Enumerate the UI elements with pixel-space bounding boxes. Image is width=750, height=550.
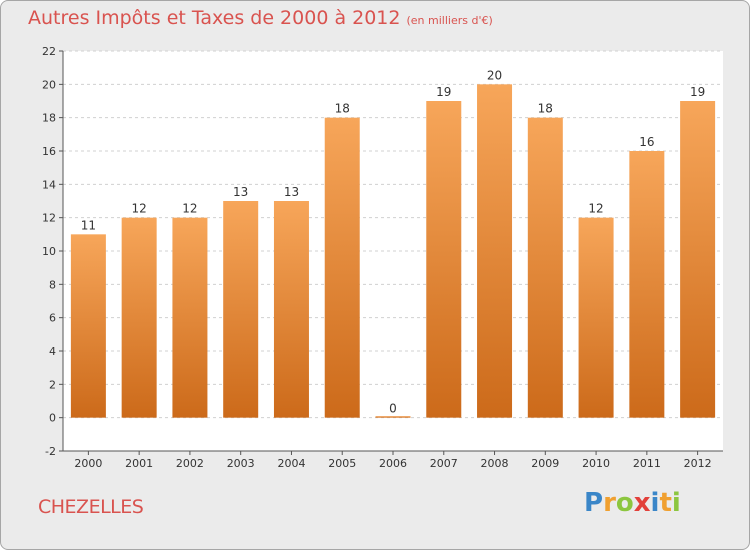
y-tick-label: 18 — [42, 112, 56, 125]
y-tick-label: 12 — [42, 212, 56, 225]
value-label-2003: 13 — [233, 185, 248, 199]
x-tick-label-2009: 2009 — [531, 457, 559, 470]
logo-letter: t — [659, 488, 672, 518]
value-label-2000: 11 — [81, 218, 96, 232]
logo-letter: i — [671, 488, 681, 518]
bar-2010 — [578, 217, 614, 418]
y-tick-label: 22 — [42, 45, 56, 58]
value-label-2002: 12 — [182, 202, 197, 216]
y-tick-label: 0 — [49, 412, 56, 425]
bar-2008 — [477, 84, 513, 418]
bar-2007 — [426, 101, 462, 418]
bar-2009 — [527, 117, 563, 418]
x-tick-label-2012: 2012 — [684, 457, 712, 470]
y-tick-label: 2 — [49, 378, 56, 391]
logo-letter: x — [633, 488, 651, 518]
bar-2004 — [273, 201, 309, 418]
x-tick-label-2002: 2002 — [176, 457, 204, 470]
value-label-2001: 12 — [132, 202, 147, 216]
x-tick-label-2003: 2003 — [227, 457, 255, 470]
logo-letter: r — [603, 488, 616, 518]
value-label-2005: 18 — [335, 102, 350, 116]
axes — [59, 50, 723, 455]
chart-title: Autres Impôts et Taxes de 2000 à 2012 (en… — [28, 7, 493, 29]
bar-2000 — [70, 234, 106, 418]
logo-letter: i — [650, 488, 660, 518]
value-label-2006: 0 — [389, 402, 397, 416]
logo-letter: P — [584, 488, 604, 518]
bar-2005 — [324, 117, 360, 418]
y-tick-labels: -2 0 2 4 6 8 10 12 14 16 18 20 22 — [42, 45, 56, 458]
commune-name: CHEZELLES — [38, 496, 144, 518]
x-tick-label-2004: 2004 — [277, 457, 305, 470]
x-tick-label-2007: 2007 — [430, 457, 458, 470]
bar-2003 — [223, 201, 259, 418]
x-tick-labels: 2000 2001 2002 2003 2004 2005 2006 2007 2008 2009… — [74, 457, 711, 470]
bar-2002 — [172, 217, 208, 418]
y-tick-label: 16 — [42, 145, 56, 158]
x-tick-label-2000: 2000 — [74, 457, 102, 470]
bar-2011 — [629, 151, 665, 418]
proxiti-logo: Proxiti — [584, 488, 681, 518]
x-tick-label-2001: 2001 — [125, 457, 153, 470]
y-tick-label: 6 — [49, 312, 56, 325]
bar-2012 — [680, 101, 716, 418]
value-label-2007: 19 — [436, 85, 451, 99]
y-tick-label: -2 — [45, 445, 56, 458]
value-label-2011: 16 — [639, 135, 654, 149]
x-tick-label-2005: 2005 — [328, 457, 356, 470]
y-tick-label: 8 — [49, 278, 56, 291]
x-tick-label-2010: 2010 — [582, 457, 610, 470]
bar-2006 — [375, 416, 411, 418]
value-label-2012: 19 — [690, 85, 705, 99]
y-tick-label: 10 — [42, 245, 56, 258]
value-label-2009: 18 — [538, 102, 553, 116]
chart-title-unit: (en milliers d'€) — [406, 14, 493, 27]
x-tick-label-2006: 2006 — [379, 457, 407, 470]
value-labels: 11 12 12 13 13 18 0 19 20 18 12 16 19 — [81, 68, 706, 415]
value-label-2008: 20 — [487, 68, 502, 82]
x-tick-label-2011: 2011 — [633, 457, 661, 470]
bars — [70, 84, 716, 418]
y-tick-label: 4 — [49, 345, 56, 358]
y-tick-label: 14 — [42, 178, 56, 191]
value-label-2004: 13 — [284, 185, 299, 199]
bar-2001 — [121, 217, 157, 418]
y-tick-label: 20 — [42, 78, 56, 91]
x-tick-label-2008: 2008 — [481, 457, 509, 470]
logo-letter: o — [615, 488, 634, 518]
value-label-2010: 12 — [588, 202, 603, 216]
chart-title-main: Autres Impôts et Taxes de 2000 à 2012 — [28, 7, 401, 29]
